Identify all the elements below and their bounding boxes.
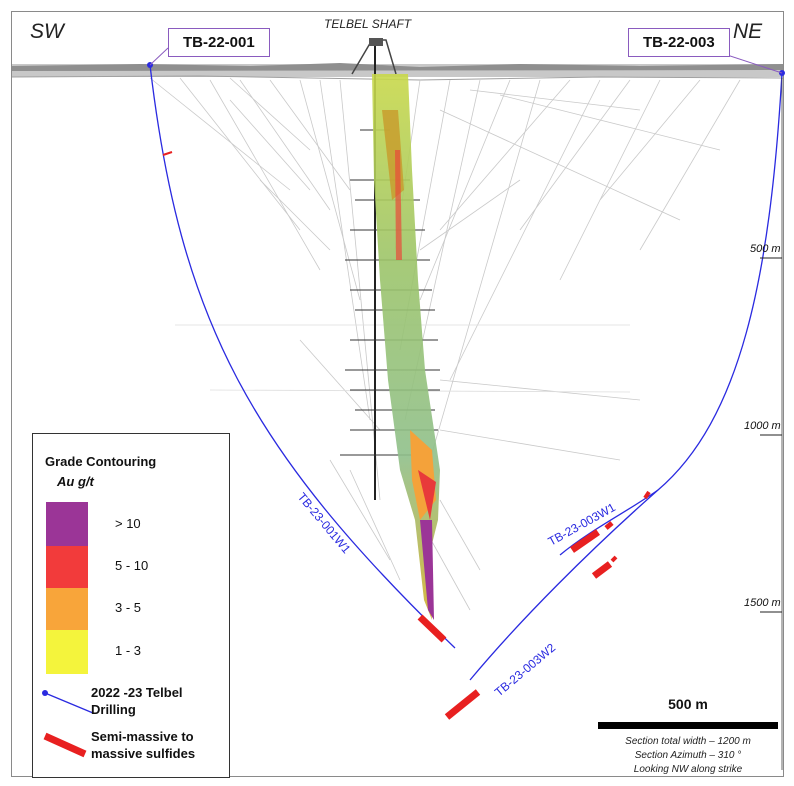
legend-title: Grade Contouring [45, 454, 157, 469]
hole-label-tb-22-001: TB-22-001 [168, 28, 270, 57]
leader-line [149, 47, 169, 66]
legend-swatch-1-3 [46, 630, 88, 674]
legend-range-label: 3 - 5 [115, 600, 142, 615]
drill-trace-tb-23-003w1 [559, 489, 659, 556]
scale-block: 500 m Section total width – 1200 m Secti… [598, 690, 778, 775]
drill-trace-tb-22-001 [149, 64, 456, 649]
sulfide-intercepts [162, 151, 651, 720]
section-width-note: Section total width – 1200 m [625, 736, 751, 747]
wedge-label-tb-23-001w1: TB-23-001W1 [295, 490, 354, 556]
depth-axis: 500 m 1000 m 1500 m [744, 78, 783, 770]
telbel-drill-traces [147, 62, 785, 681]
legend-swatch-5-10 [46, 546, 88, 588]
sulfide-intercept [610, 555, 618, 563]
sulfide-intercept [570, 529, 600, 553]
legend-swatch-gt10 [46, 502, 88, 546]
shaft-label: TELBEL SHAFT [324, 17, 413, 31]
legend-range-label: 5 - 10 [115, 558, 149, 573]
sulfide-intercept [591, 561, 613, 579]
legend-drilling-label: 2022 -23 Telbel Drilling [91, 685, 183, 717]
depth-label-1500: 1500 m [744, 597, 781, 609]
legend-unit: Au g/t [57, 474, 94, 489]
sulfide-intercept [444, 689, 481, 720]
wedge-label-tb-23-003w2: TB-23-003W2 [492, 640, 558, 699]
sulfide-intercept [604, 521, 614, 530]
legend-sulfide-symbol [43, 732, 87, 758]
direction-sw: SW [30, 20, 66, 43]
scale-label: 500 m [668, 696, 708, 712]
drill-trace-tb-22-003 [469, 72, 783, 681]
historical-drill-traces [149, 77, 741, 611]
depth-label-1000: 1000 m [744, 420, 781, 432]
legend: Grade Contouring Au g/t > 10 5 - 10 3 - … [32, 433, 230, 778]
grade-contour-zone [372, 74, 440, 620]
direction-ne: NE [733, 20, 763, 43]
hole-label-tb-22-003: TB-22-003 [628, 28, 730, 57]
sulfide-intercept [643, 490, 651, 500]
sulfide-intercept [162, 151, 173, 156]
legend-range-label: > 10 [115, 516, 141, 531]
surface-topography [11, 63, 784, 81]
section-azimuth-note: Section Azimuth – 310 ° [634, 750, 742, 761]
sulfide-intercept [417, 614, 447, 643]
legend-sulfides-label: Semi-massive to massive sulfides [91, 729, 196, 761]
scale-bar [598, 722, 778, 729]
legend-drill-symbol [42, 690, 94, 714]
depth-label-500: 500 m [750, 243, 781, 255]
legend-swatch-3-5 [46, 588, 88, 630]
view-direction-note: Looking NW along strike [633, 764, 743, 775]
legend-range-label: 1 - 3 [115, 643, 142, 658]
